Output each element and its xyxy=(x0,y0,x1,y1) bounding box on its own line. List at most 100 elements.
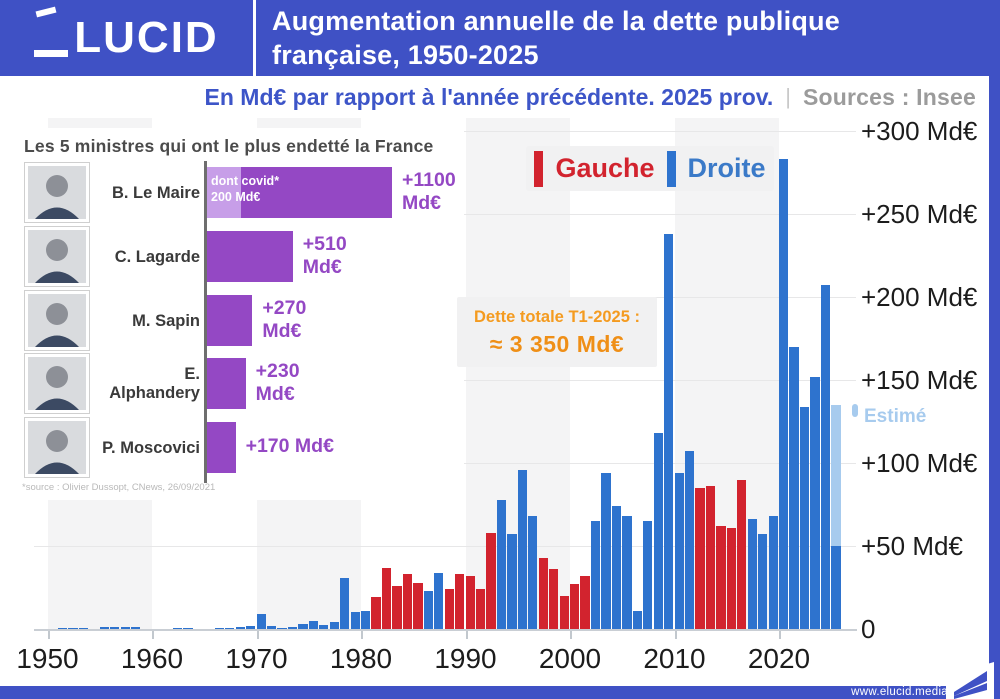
minister-photo xyxy=(24,290,90,351)
bar-1952 xyxy=(68,627,78,629)
legend-gauche-label: Gauche xyxy=(555,153,655,183)
bar-1987 xyxy=(434,572,444,629)
minister-row: C. Lagarde +510 Md€ xyxy=(14,226,464,288)
page-title-line2: française, 1950-2025 xyxy=(272,40,539,70)
x-axis-tick xyxy=(674,631,677,639)
bar-1982 xyxy=(381,567,392,629)
minister-name: P. Moscovici xyxy=(102,438,200,457)
bar-1981 xyxy=(371,597,381,629)
x-axis-label-1980: 1980 xyxy=(329,643,393,674)
bar-2025-realized xyxy=(831,546,841,629)
x-axis-label-1960: 1960 xyxy=(120,643,184,674)
bar-1996 xyxy=(528,516,538,629)
x-axis-tick xyxy=(152,631,154,639)
bar-2024 xyxy=(820,285,831,629)
bar-1951 xyxy=(57,628,68,629)
x-axis-tick xyxy=(779,631,781,639)
plot-area: 1950 1960 1970 1980 1990 2000 2010 2020 +300 Md€… xyxy=(0,116,990,686)
right-edge-strip xyxy=(989,0,1000,699)
bar-1990 xyxy=(465,575,475,629)
total-debt-annotation: Dette totale T1-2025 : ≈ 3 350 Md€ xyxy=(457,297,657,367)
bar-1983 xyxy=(392,585,402,629)
minister-name: E. Alphandery xyxy=(109,365,200,402)
minister-photo xyxy=(24,162,90,223)
title-box: Augmentation annuelle de la dette publiq… xyxy=(256,0,1000,76)
bar-2022 xyxy=(799,406,810,629)
bar-2003 xyxy=(601,472,611,629)
inset-axis-line xyxy=(204,161,207,483)
minister-name: C. Lagarde xyxy=(114,247,200,266)
bar-1989 xyxy=(455,574,465,629)
party-legend: Gauche Droite xyxy=(526,146,774,191)
y-axis-label-300: +300 Md€ xyxy=(861,116,978,146)
subtitle-separator: | xyxy=(785,84,791,109)
bar-1997 xyxy=(538,557,548,629)
minister-name: B. Le Maire xyxy=(111,183,200,202)
bar-2020 xyxy=(779,159,789,629)
droite-swatch-icon xyxy=(666,150,676,187)
subtitle-row: En Md€ par rapport à l'année précédente.… xyxy=(0,76,990,118)
bar-2016 xyxy=(737,479,747,629)
bar-1978 xyxy=(340,577,350,629)
bar-1986 xyxy=(423,590,433,629)
minister-debt-bar xyxy=(207,358,246,409)
bar-2012 xyxy=(695,487,705,629)
bar-1984 xyxy=(402,574,413,629)
x-axis-label-2020: 2020 xyxy=(747,643,811,674)
minister-debt-bar xyxy=(207,422,236,473)
bar-1963 xyxy=(183,628,193,629)
x-axis-tick xyxy=(361,631,363,639)
bar-2002 xyxy=(590,521,601,629)
bar-2001 xyxy=(580,575,590,629)
total-debt-value: ≈ 3 350 Md€ xyxy=(489,331,625,357)
minister-debt-value: +510 Md€ xyxy=(302,233,347,278)
bar-1956 xyxy=(110,627,120,629)
minister-row: B. Le Maire dont covid* 200 Md€ +1100 Md€ xyxy=(14,162,464,224)
x-axis-baseline xyxy=(34,629,857,631)
minister-debt-bar xyxy=(207,231,293,282)
footer-url-link[interactable]: www.elucid.media xyxy=(851,686,948,698)
minister-debt-value: +1100 Md€ xyxy=(402,169,456,214)
bar-1974 xyxy=(298,624,308,629)
x-axis-label-2000: 2000 xyxy=(538,643,602,674)
minister-debt-value: +170 Md€ xyxy=(245,435,334,457)
total-debt-title: Dette totale T1-2025 : xyxy=(474,308,640,326)
minister-row: E. Alphandery +230 Md€ xyxy=(14,353,464,415)
bar-2017 xyxy=(747,519,757,629)
bar-1964 xyxy=(193,628,204,629)
bar-1950 xyxy=(47,628,57,629)
bar-1985 xyxy=(413,582,423,629)
bar-1957 xyxy=(120,627,130,629)
sources-label: Sources : Insee xyxy=(802,83,976,110)
bar-2004 xyxy=(611,506,622,629)
bar-1999 xyxy=(559,595,569,629)
bar-1971 xyxy=(266,625,277,629)
bar-1967 xyxy=(225,627,235,629)
bar-1966 xyxy=(214,627,224,629)
x-axis-tick xyxy=(47,631,50,639)
bar-1958 xyxy=(131,626,141,629)
bar-1968 xyxy=(235,627,245,629)
legend-droite-label: Droite xyxy=(687,153,766,183)
bar-1993 xyxy=(496,499,507,629)
y-axis-label-200: +200 Md€ xyxy=(861,282,978,312)
inset-title: Les 5 ministres qui ont le plus endetté … xyxy=(24,136,434,156)
bar-1998 xyxy=(549,569,559,629)
bar-1959 xyxy=(141,628,151,629)
gridline xyxy=(34,546,856,547)
ministers-inset: Les 5 ministres qui ont le plus endetté … xyxy=(14,128,464,500)
bar-2015 xyxy=(726,527,737,629)
x-axis-tick xyxy=(256,631,259,639)
bar-1965 xyxy=(204,628,214,629)
x-axis-label-1990: 1990 xyxy=(434,643,497,674)
minister-photo xyxy=(24,417,90,478)
bar-1973 xyxy=(287,627,298,629)
minister-photo xyxy=(24,353,90,414)
bar-2014 xyxy=(716,526,726,629)
bar-1979 xyxy=(350,612,360,629)
header-band: LUCID Augmentation annuelle de la dette … xyxy=(0,0,1000,76)
bar-2008 xyxy=(653,433,663,629)
bar-2010 xyxy=(674,472,684,629)
bar-1970 xyxy=(256,614,266,629)
